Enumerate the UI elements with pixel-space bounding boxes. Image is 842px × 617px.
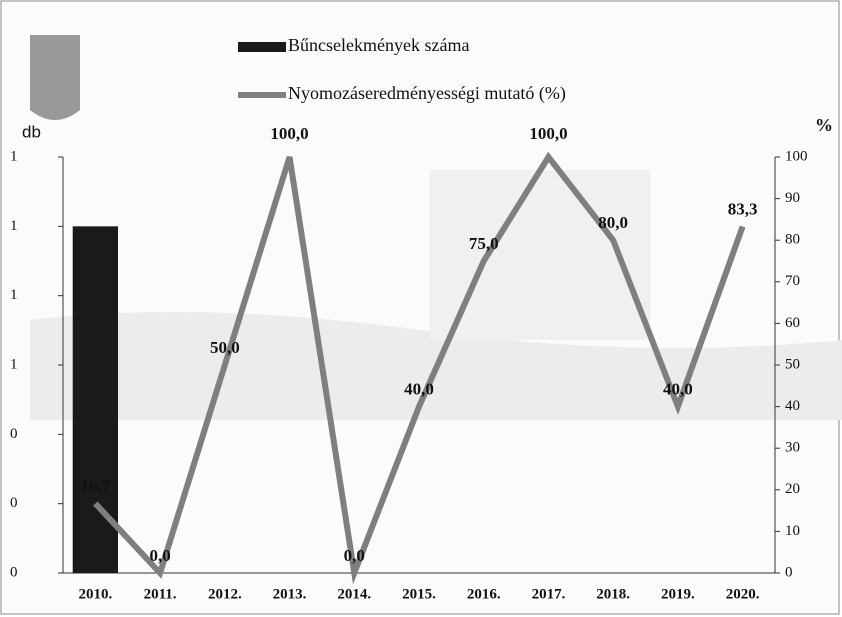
data-label: 0,0 (344, 546, 365, 565)
y-axis-label: db (22, 122, 41, 141)
data-label: 40,0 (663, 380, 693, 399)
y2-tick-label: 30 (785, 440, 800, 456)
y-tick-label: 1 (10, 356, 18, 372)
data-label: 16,7 (80, 476, 110, 495)
data-label: 50,0 (210, 338, 240, 357)
x-tick-label: 2013. (273, 586, 307, 602)
y2-tick-label: 70 (785, 273, 800, 289)
y-tick-label: 0 (10, 564, 18, 580)
y2-tick-label: 0 (785, 564, 793, 580)
logo (30, 35, 80, 120)
legend-label: Nyomozáseredményességi mutató (%) (288, 83, 566, 104)
data-label: 0,0 (149, 546, 170, 565)
y2-tick-label: 10 (785, 523, 800, 539)
data-label: 100,0 (529, 124, 567, 143)
y2-tick-label: 50 (785, 356, 800, 372)
data-label: 75,0 (469, 234, 499, 253)
data-label: 100,0 (270, 124, 308, 143)
chart: db % 000111101020304050607080901002010.2… (0, 0, 842, 617)
y2-axis-label: % (815, 115, 833, 135)
y2-tick-label: 60 (785, 315, 800, 331)
x-tick-label: 2019. (661, 586, 695, 602)
x-tick-label: 2020. (726, 586, 760, 602)
y-tick-label: 1 (10, 287, 18, 303)
x-tick-label: 2015. (402, 586, 436, 602)
y2-tick-label: 100 (785, 148, 808, 164)
y-tick-label: 1 (10, 148, 18, 164)
x-tick-label: 2016. (467, 586, 501, 602)
legend-label: Bűncselekmények száma (288, 35, 469, 55)
page: {"chart_data": {"type": "combo", "catego… (0, 0, 842, 617)
y2-tick-label: 20 (785, 481, 800, 497)
x-tick-label: 2017. (532, 586, 566, 602)
legend-swatch (238, 42, 286, 52)
y2-tick-label: 40 (785, 398, 800, 414)
x-tick-label: 2014. (337, 586, 371, 602)
data-label: 83,3 (728, 199, 758, 218)
y-tick-label: 0 (10, 495, 18, 511)
y2-tick-label: 90 (785, 190, 800, 206)
y-tick-label: 0 (10, 426, 18, 442)
x-tick-label: 2018. (596, 586, 630, 602)
x-tick-label: 2010. (78, 586, 112, 602)
y-tick-label: 1 (10, 218, 18, 234)
y2-tick-label: 80 (785, 232, 800, 248)
x-tick-label: 2012. (208, 586, 242, 602)
data-label: 40,0 (404, 380, 434, 399)
x-tick-label: 2011. (144, 586, 177, 602)
data-label: 80,0 (598, 213, 628, 232)
